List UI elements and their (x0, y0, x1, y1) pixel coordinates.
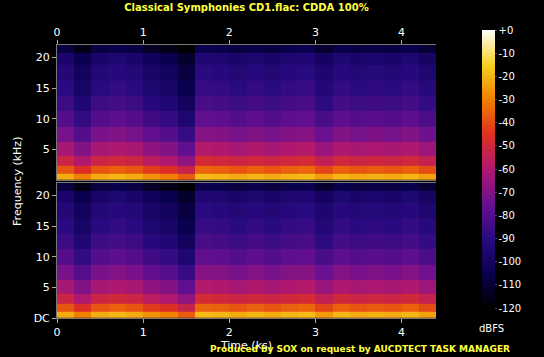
svg-text:3: 3 (312, 26, 319, 39)
svg-text:-90: -90 (499, 233, 515, 244)
svg-text:-80: -80 (499, 210, 515, 221)
svg-text:10: 10 (36, 113, 50, 126)
svg-text:1: 1 (140, 26, 147, 39)
svg-text:Produced by SOX on request by: Produced by SOX on request by AUCDTECT T… (210, 344, 510, 354)
svg-text:15: 15 (36, 82, 50, 95)
svg-text:Frequency (kHz): Frequency (kHz) (11, 137, 24, 226)
svg-text:15: 15 (36, 220, 50, 233)
svg-text:-50: -50 (499, 140, 515, 151)
svg-text:5: 5 (43, 281, 50, 294)
svg-text:-30: -30 (499, 94, 515, 105)
svg-text:-10: -10 (499, 48, 515, 59)
svg-text:-70: -70 (499, 187, 515, 198)
svg-text:+0: +0 (499, 25, 514, 36)
svg-text:-20: -20 (499, 71, 515, 82)
svg-text:-120: -120 (499, 303, 522, 314)
svg-text:-40: -40 (499, 117, 515, 128)
svg-text:4: 4 (398, 26, 405, 39)
svg-text:4: 4 (398, 326, 405, 339)
svg-text:Classical Symphonies CD1.flac:: Classical Symphonies CD1.flac: CDDA 100% (124, 2, 369, 13)
svg-text:1: 1 (140, 326, 147, 339)
svg-text:DC: DC (34, 312, 50, 325)
svg-text:0: 0 (54, 326, 61, 339)
svg-text:-60: -60 (499, 164, 515, 175)
svg-text:-100: -100 (499, 256, 522, 267)
svg-text:10: 10 (36, 251, 50, 264)
svg-text:5: 5 (43, 143, 50, 156)
svg-text:3: 3 (312, 326, 319, 339)
svg-text:2: 2 (226, 326, 233, 339)
svg-text:dBFS: dBFS (479, 323, 504, 334)
svg-text:0: 0 (54, 26, 61, 39)
svg-text:20: 20 (36, 189, 50, 202)
svg-text:-110: -110 (499, 279, 522, 290)
svg-text:20: 20 (36, 51, 50, 64)
svg-text:Time (ks): Time (ks) (220, 339, 272, 352)
svg-text:2: 2 (226, 26, 233, 39)
